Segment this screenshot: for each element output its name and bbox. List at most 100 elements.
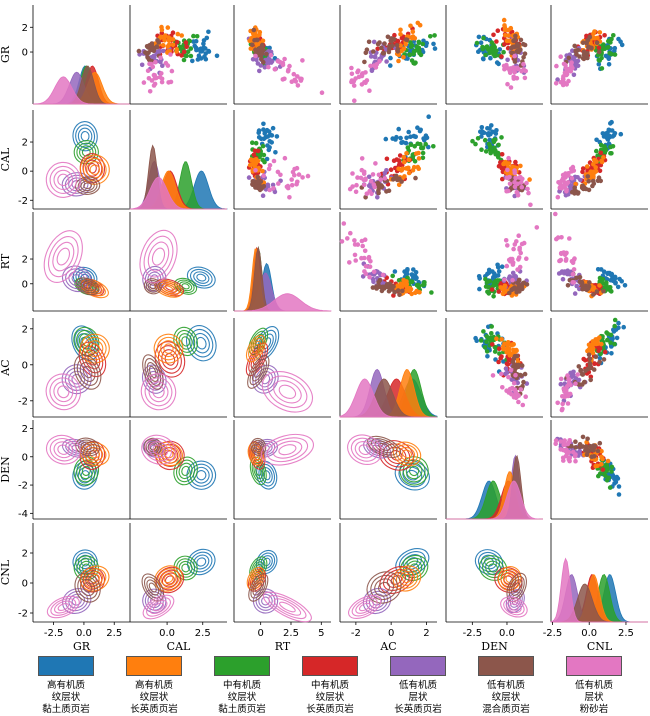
kde-contour	[145, 279, 160, 293]
scatter-point	[494, 128, 499, 133]
scatter-point	[262, 131, 268, 136]
scatter-point	[367, 274, 372, 280]
kde-contour	[152, 444, 165, 455]
kde-contour	[173, 326, 198, 357]
scatter-point	[510, 277, 515, 283]
y-tick-label: -2	[18, 396, 28, 407]
scatter-point	[376, 190, 381, 196]
scatter-point	[610, 278, 616, 284]
scatter-point	[353, 76, 358, 81]
scatter-point	[578, 367, 584, 373]
x-tick-label: 0.0	[159, 628, 175, 639]
scatter-point	[616, 320, 621, 326]
scatter-point	[395, 47, 401, 52]
scatter-point	[518, 163, 523, 169]
scatter-point	[264, 51, 269, 57]
panel-CNL-DEN	[445, 523, 543, 623]
kde-contour	[54, 600, 73, 614]
kde-contour	[173, 555, 198, 581]
scatter-point	[420, 145, 426, 151]
scatter-point	[248, 46, 254, 51]
scatter-point	[588, 377, 593, 383]
scatter-point	[359, 156, 365, 161]
scatter-point	[409, 272, 415, 277]
scatter-point	[491, 294, 496, 299]
legend-item: 高有机质 纹层状 长英质页岩	[108, 648, 200, 716]
scatter-point	[375, 180, 381, 186]
kde-contour	[254, 582, 262, 593]
scatter-point	[484, 349, 490, 354]
scatter-point	[568, 382, 573, 388]
x-tick-label: 2.5	[618, 628, 634, 639]
scatter-point	[622, 283, 628, 288]
scatter-point	[272, 67, 278, 72]
kde-contour	[367, 435, 402, 458]
scatter-point	[524, 180, 529, 186]
scatter-point	[360, 243, 366, 249]
scatter-point	[591, 443, 596, 448]
kde-contour	[83, 568, 107, 589]
scatter-point	[601, 134, 607, 139]
scatter-point	[470, 138, 475, 144]
kde-contour	[79, 362, 96, 382]
scatter-point	[259, 51, 265, 56]
scatter-point	[476, 34, 482, 40]
kde-contour	[80, 180, 95, 192]
legend-swatch	[390, 656, 446, 676]
scatter-point	[617, 276, 622, 282]
kde-contour	[196, 273, 207, 282]
kde-contour	[186, 266, 216, 289]
scatter-point	[353, 258, 359, 263]
scatter-point	[491, 281, 497, 287]
scatter-point	[501, 17, 507, 23]
kde-contour	[193, 271, 210, 284]
scatter-point	[522, 51, 528, 56]
kde-contour	[268, 594, 307, 620]
scatter-point	[486, 267, 492, 273]
scatter-point	[486, 131, 492, 136]
scatter-point	[570, 164, 576, 170]
kde-contour	[79, 333, 110, 364]
scatter-point	[585, 37, 591, 43]
scatter-point	[502, 23, 507, 28]
scatter-point	[257, 68, 262, 74]
scatter-point	[255, 61, 261, 66]
scatter-point	[556, 271, 562, 276]
panel-CAL-GR	[32, 110, 130, 210]
scatter-point	[488, 55, 493, 61]
scatter-point	[580, 434, 586, 440]
kde-contour	[508, 576, 525, 599]
scatter-point	[257, 153, 263, 158]
scatter-point	[141, 80, 147, 85]
scatter-point	[144, 44, 150, 49]
kde-contour	[148, 381, 169, 403]
scatter-point	[512, 170, 518, 176]
kde-contour	[52, 241, 75, 272]
panel-DEN-AC	[339, 420, 437, 520]
scatter-point	[573, 439, 578, 445]
scatter-point	[604, 462, 609, 467]
scatter-point	[599, 461, 604, 467]
scatter-point	[287, 195, 292, 200]
scatter-point	[573, 445, 578, 450]
scatter-point	[566, 55, 572, 61]
scatter-point	[370, 172, 376, 177]
scatter-point	[136, 48, 142, 54]
scatter-point	[608, 40, 613, 45]
panel-CAL-CAL	[129, 110, 228, 210]
kde-contour	[73, 456, 100, 486]
scatter-point	[558, 447, 563, 452]
kde-contour	[149, 283, 157, 290]
x-tick-label: 2	[423, 628, 429, 639]
kde-contour	[157, 281, 180, 296]
scatter-point	[404, 151, 409, 156]
scatter-point	[384, 59, 389, 64]
scatter-point	[612, 52, 618, 57]
scatter-point	[594, 137, 599, 143]
scatter-point	[521, 61, 526, 67]
scatter-point	[504, 370, 510, 375]
kde-contour	[143, 576, 162, 599]
scatter-point	[490, 373, 496, 378]
kde-contour	[255, 367, 276, 391]
scatter-point	[474, 338, 480, 344]
